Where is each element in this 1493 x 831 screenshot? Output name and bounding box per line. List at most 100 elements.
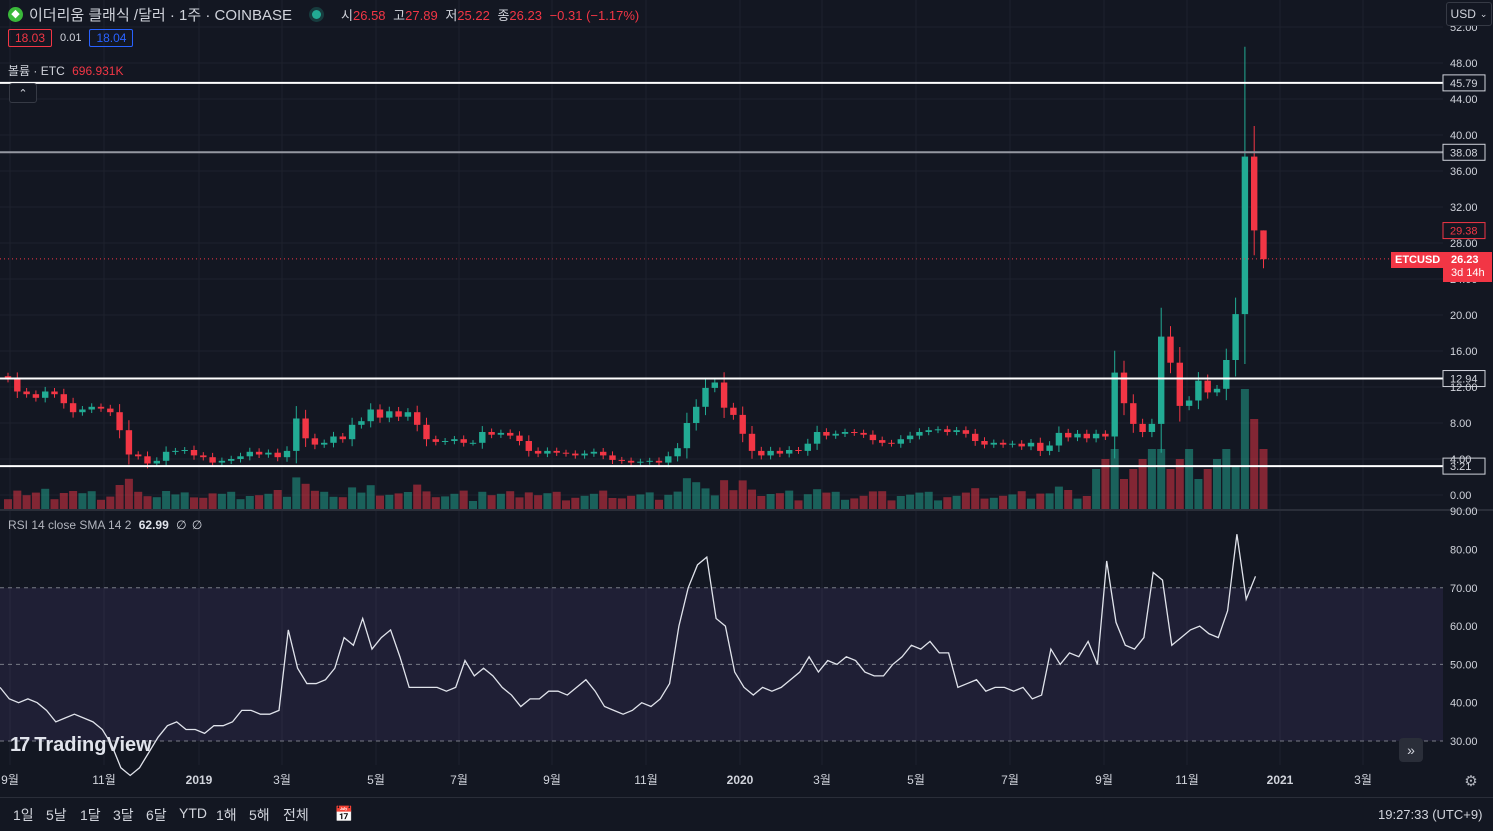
rsi-band <box>0 587 1443 742</box>
time-tick: 9월 <box>1095 773 1113 787</box>
volume-bar <box>459 490 468 509</box>
volume-bar <box>403 492 412 509</box>
volume-bar <box>1175 459 1184 509</box>
volume-bar <box>1194 479 1203 509</box>
volume-bar <box>664 494 673 509</box>
volume-bar <box>441 496 450 509</box>
candle-body <box>1027 442 1035 447</box>
volume-bar <box>69 491 78 509</box>
volume-bar <box>682 478 691 509</box>
timeframe-button[interactable]: 5해 <box>249 807 270 823</box>
clock[interactable]: 19:27:33 (UTC+9) <box>1378 807 1483 822</box>
volume-bar <box>729 490 738 509</box>
volume-bar <box>329 496 338 509</box>
time-tick: 11월 <box>634 773 658 787</box>
time-tick: 3월 <box>1354 773 1372 787</box>
candle-body <box>739 414 746 434</box>
volume-bar <box>41 488 50 509</box>
candle-body <box>618 459 625 461</box>
scroll-to-realtime-button[interactable]: » <box>1399 738 1423 762</box>
candle-body <box>302 418 309 439</box>
volume-bar <box>208 493 217 509</box>
volume-bar <box>785 490 794 509</box>
ask-button[interactable]: 18.04 <box>89 29 134 47</box>
candle-body <box>358 421 365 425</box>
collapse-legend-button[interactable]: ⌃ <box>9 83 37 103</box>
bid-button[interactable]: 18.03 <box>8 29 53 47</box>
candle-body <box>1018 443 1025 447</box>
close-label: 종 <box>497 8 510 23</box>
rsi-tick: 40.00 <box>1450 698 1478 710</box>
time-tick: 7월 <box>1001 773 1019 787</box>
candle-body <box>255 451 263 455</box>
volume-bar <box>97 499 105 509</box>
volume-bar <box>794 500 803 509</box>
candle-body <box>1185 400 1193 406</box>
timeframe-button[interactable]: 전체 <box>283 807 309 823</box>
volume-bar <box>599 490 608 509</box>
candle-body <box>209 457 216 463</box>
volume-bar <box>1259 449 1268 509</box>
candle-body <box>1148 423 1156 432</box>
volume-bar <box>487 495 496 509</box>
hline-label-box <box>1442 457 1486 475</box>
candle-body <box>888 442 895 444</box>
candle-body <box>414 412 421 425</box>
volume-bar <box>292 477 301 509</box>
candle-body <box>237 456 244 459</box>
candle-body <box>451 439 458 441</box>
volume-bar <box>4 499 12 509</box>
chart-settings-button[interactable]: ⚙ <box>1462 772 1480 790</box>
timeframe-button[interactable]: 3달 <box>113 807 134 823</box>
volume-bar <box>999 495 1008 509</box>
timeframe-button[interactable]: 6달 <box>146 807 167 823</box>
timeframe-button[interactable]: 5날 <box>46 807 67 823</box>
volume-bar <box>515 497 524 509</box>
volume-bar <box>1203 469 1212 509</box>
volume-bar <box>822 492 831 509</box>
volume-bar <box>1120 479 1128 509</box>
candle-body <box>1260 230 1267 260</box>
prev-close-label: 29.38 <box>1450 226 1478 238</box>
goto-date-button[interactable]: 📅 <box>333 804 355 824</box>
candle-body <box>879 440 886 443</box>
volume-bar <box>245 496 254 509</box>
volume-bar <box>1110 449 1119 509</box>
candle-body <box>999 442 1007 445</box>
hline-label: 45.79 <box>1450 78 1478 90</box>
time-tick: 9월 <box>1 773 19 787</box>
candle-body <box>69 403 77 413</box>
volume-legend: 볼륨 · ETC 696.931K <box>8 62 123 79</box>
volume-bar <box>506 491 515 509</box>
volume-bar <box>273 490 282 509</box>
volume-bar <box>831 491 840 509</box>
currency-select[interactable]: USD ⌄ <box>1446 2 1492 26</box>
volume-bar <box>1240 389 1249 509</box>
candle-body <box>1111 372 1118 437</box>
timeframe-button[interactable]: YTD <box>179 805 207 821</box>
etc-icon: ◆ <box>8 7 23 22</box>
candle-body <box>906 435 914 440</box>
legend: ◆ 이더리움 클래식 /달러 · 1주 · COINBASE 시26.58 고2… <box>8 4 639 25</box>
rsi-line <box>0 534 1257 777</box>
candle-body <box>1130 403 1137 424</box>
timeframe-button[interactable]: 1해 <box>216 807 237 823</box>
candle-body <box>897 439 904 444</box>
timeframe-button[interactable]: 1일 <box>13 807 34 823</box>
tradingview-logo[interactable]: 17 TradingView <box>10 734 152 757</box>
volume-bar <box>915 492 924 509</box>
candle-body <box>1139 423 1146 432</box>
timeframe-button[interactable]: 1달 <box>80 807 101 823</box>
candle-body <box>637 461 644 463</box>
change-value: −0.31 (−1.17%) <box>549 8 640 23</box>
rsi-extra-2: ∅ <box>191 518 203 532</box>
time-tick: 11월 <box>92 773 116 787</box>
candle-body <box>934 429 942 431</box>
candle-body <box>720 382 728 408</box>
candle-body <box>767 450 774 456</box>
candle-body <box>1065 432 1072 438</box>
volume-bar <box>152 497 161 509</box>
symbol-title[interactable]: 이더리움 클래식 /달러 · 1주 · COINBASE <box>29 7 293 24</box>
time-tick: 2020 <box>727 773 754 787</box>
